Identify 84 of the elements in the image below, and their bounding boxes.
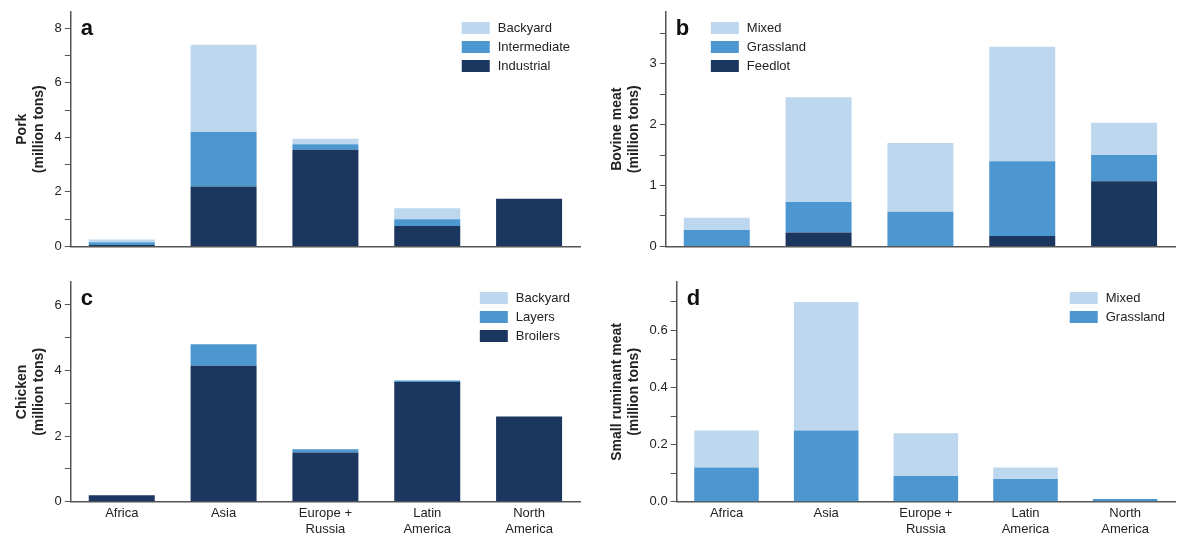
bar [496,416,563,502]
x-tick-label: Asia [210,505,237,521]
bar [496,198,563,246]
bar [785,232,852,246]
bar [989,161,1056,237]
y-tick-label: 0 [649,237,657,253]
bar [190,131,257,187]
legend-label: Industrial [497,57,551,73]
y-tick-label: 2 [649,116,657,132]
legend-label: Broilers [515,327,561,343]
x-tick-label: Europe + Russia [899,505,953,536]
bar [989,236,1056,246]
bar [394,219,461,226]
y-tick-label: 0.0 [649,493,668,509]
x-tick-label: North America [1101,505,1150,536]
bar [394,382,461,502]
bar [190,186,257,246]
legend-label: Backyard [497,19,552,35]
bar [793,301,859,431]
x-tick-label: Africa [709,505,744,521]
y-axis-title: Bovine meat (million tons) [608,85,642,174]
y-tick-label: 3 [649,55,657,71]
bar [292,452,359,502]
bar [993,478,1058,502]
bar [394,208,461,220]
y-tick-label: 0.6 [649,322,668,338]
bar [785,97,852,202]
legend-label: Grassland [746,38,807,54]
bar [1091,181,1158,246]
x-tick-label: Latin America [1001,505,1051,536]
bar [1091,122,1158,156]
y-tick-label: 6 [54,296,62,312]
bar [292,449,359,453]
bar [292,149,359,246]
y-tick-label: 6 [54,74,62,90]
y-tick-label: 0.2 [649,436,668,452]
legend-label: Intermediate [497,38,570,54]
bar [394,225,461,246]
y-axis-title: Small ruminant meat (million tons) [608,322,642,461]
bar [190,344,257,366]
bar [292,144,359,150]
chart-title: d [686,285,701,311]
x-tick-label: North America [505,505,554,536]
bar [893,476,959,502]
bar [989,46,1056,162]
bar [190,44,257,132]
bar [887,142,954,212]
legend-label: Mixed [1105,289,1141,305]
bar [694,467,759,502]
bar [793,430,859,502]
bar [292,138,359,145]
y-tick-label: 4 [54,362,62,378]
y-tick-label: 0.4 [649,379,668,395]
y-tick-label: 2 [54,427,62,443]
x-tick-label: Europe + Russia [298,505,352,536]
y-tick-label: 0 [54,237,62,253]
bar [694,430,759,468]
chart-title: a [80,15,94,41]
y-tick-label: 1 [649,177,657,193]
legend-label: Mixed [746,19,782,35]
y-tick-label: 4 [54,128,62,144]
legend-label: Layers [515,308,556,324]
bar [1091,155,1158,182]
chart-title: c [80,285,94,311]
legend-label: Feedlot [746,57,791,73]
legend-label: Backyard [515,289,571,305]
bar [887,211,954,246]
x-tick-label: Africa [105,505,140,521]
y-tick-label: 0 [54,493,62,509]
bar [88,495,155,502]
x-tick-label: Asia [813,505,840,521]
legend-label: Grassland [1105,308,1165,324]
bar [993,467,1058,479]
y-axis-title: Pork (million tons) [13,85,47,174]
bar [683,229,750,246]
bar [683,217,750,230]
bar [785,201,852,233]
y-axis-title: Chicken (million tons) [13,347,47,436]
x-tick-label: Latin America [403,505,452,536]
y-tick-label: 2 [54,183,62,199]
bar [893,433,959,477]
y-tick-label: 8 [54,19,62,35]
bar [190,365,257,502]
chart-title: b [675,15,690,41]
